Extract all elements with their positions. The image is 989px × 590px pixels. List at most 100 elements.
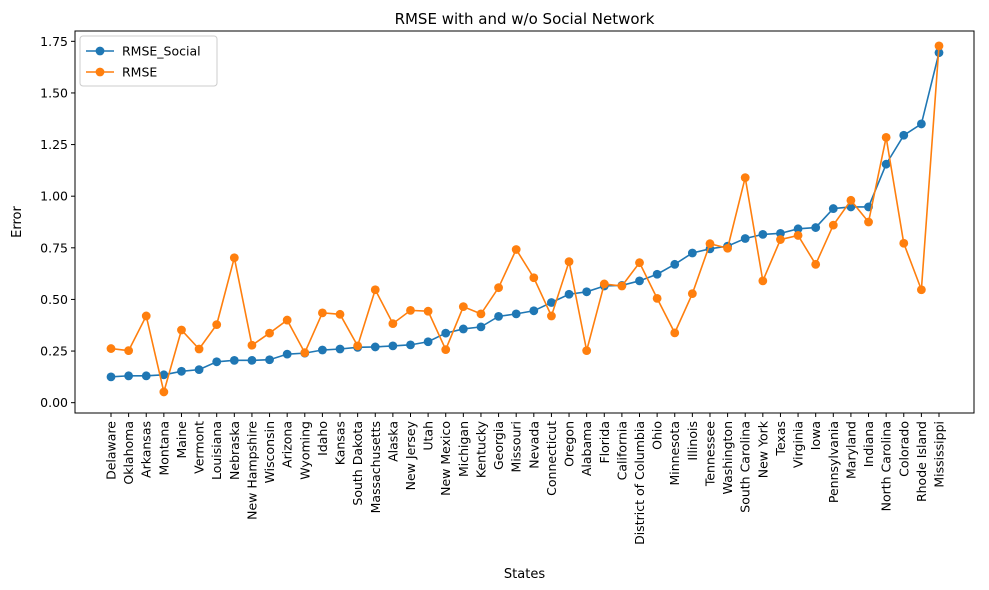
data-point — [423, 337, 433, 347]
x-tick-label: Ohio — [650, 421, 665, 450]
series-line — [110, 45, 940, 393]
x-tick-label: Oregon — [562, 421, 577, 467]
x-tick-label: Pennsylvania — [826, 421, 841, 503]
data-point — [617, 281, 627, 291]
data-point — [547, 311, 556, 321]
data-point — [916, 285, 926, 295]
x-tick-label: Virginia — [791, 421, 806, 468]
x-tick-label: Colorado — [896, 421, 911, 477]
x-tick-label: Texas — [773, 421, 788, 457]
x-tick-label: Michigan — [456, 421, 471, 477]
x-tick-label: Delaware — [104, 421, 119, 480]
data-point — [758, 229, 768, 239]
data-point — [811, 223, 821, 232]
data-point — [177, 366, 186, 376]
data-point — [106, 372, 116, 382]
data-point — [406, 305, 415, 315]
data-point — [370, 342, 380, 352]
x-axis: Delaware Oklahoma Arkansas Montana Maine Verm… — [104, 413, 947, 545]
x-axis-label: States — [504, 567, 545, 582]
x-tick-label: Oklahoma — [121, 421, 136, 485]
data-point — [265, 328, 274, 338]
data-point — [458, 302, 468, 312]
data-point — [177, 325, 186, 335]
data-point — [511, 309, 521, 319]
x-tick-label: Iowa — [808, 421, 823, 450]
data-point — [494, 311, 503, 321]
data-point — [776, 235, 785, 244]
data-point — [423, 306, 433, 316]
data-point — [388, 341, 398, 351]
data-point — [159, 387, 169, 397]
data-point — [388, 319, 398, 328]
x-tick-label: New York — [755, 420, 770, 478]
x-tick-label: Alaska — [385, 421, 400, 462]
data-point — [494, 283, 503, 293]
x-tick-label: Wyoming — [297, 421, 312, 480]
data-point — [476, 322, 486, 332]
data-point — [811, 259, 821, 269]
data-point — [406, 340, 415, 350]
data-point — [247, 340, 257, 350]
x-tick-label: Washington — [720, 421, 735, 494]
data-point — [335, 344, 345, 354]
data-point — [529, 306, 539, 316]
data-point — [635, 276, 644, 286]
data-point — [705, 239, 715, 249]
x-tick-label: Idaho — [315, 421, 330, 456]
data-point — [370, 285, 380, 295]
y-axis: 0.00 0.25 0.50 0.75 1.00 1.25 1.50 1.75 — [40, 34, 75, 410]
data-point — [670, 328, 680, 338]
series-layer — [106, 41, 944, 397]
data-point — [194, 344, 204, 354]
y-axis-label: Error — [10, 206, 25, 238]
x-tick-label: Indiana — [861, 421, 876, 467]
data-point — [300, 348, 310, 358]
data-point — [229, 253, 239, 263]
data-point — [758, 276, 768, 286]
x-tick-label: South Carolina — [738, 421, 753, 513]
data-point — [916, 119, 926, 129]
data-point — [476, 309, 486, 319]
data-point — [776, 228, 785, 238]
chart-title: RMSE with and w/o Social Network — [395, 10, 655, 28]
data-point — [229, 355, 239, 365]
data-point — [124, 346, 134, 356]
x-tick-label: New Mexico — [438, 421, 453, 496]
y-tick-label: 0.25 — [40, 344, 68, 359]
x-tick-label: Arizona — [280, 421, 295, 468]
legend-marker — [95, 67, 105, 77]
data-point — [106, 344, 116, 353]
x-tick-label: South Dakota — [350, 421, 365, 506]
x-tick-label: California — [614, 421, 629, 480]
data-point — [159, 370, 169, 380]
data-point — [635, 258, 644, 268]
x-tick-label: Connecticut — [544, 421, 559, 496]
x-tick-label: New Hampshire — [244, 421, 259, 520]
data-point — [564, 289, 574, 299]
x-tick-label: District of Columbia — [632, 421, 647, 545]
series-0 — [106, 48, 944, 382]
data-point — [441, 345, 451, 355]
data-point — [212, 320, 222, 330]
data-point — [458, 324, 468, 334]
data-point — [652, 269, 662, 279]
x-tick-label: Maryland — [843, 421, 858, 479]
y-tick-label: 1.50 — [40, 85, 68, 100]
legend: RMSE_Social RMSE — [79, 35, 218, 87]
x-tick-label: Georgia — [491, 421, 506, 470]
data-point — [441, 328, 451, 338]
legend-marker — [95, 46, 105, 56]
x-tick-label: Illinois — [685, 421, 700, 461]
legend-label: RMSE_Social — [122, 44, 201, 59]
data-point — [864, 217, 873, 227]
x-tick-label: Kansas — [333, 421, 348, 465]
x-tick-label: Mississippi — [932, 421, 947, 488]
x-tick-label: New Jersey — [403, 420, 418, 490]
data-point — [828, 204, 838, 213]
data-point — [564, 257, 574, 267]
data-point — [247, 355, 257, 365]
data-point — [793, 231, 803, 240]
x-tick-label: Utah — [421, 421, 436, 451]
